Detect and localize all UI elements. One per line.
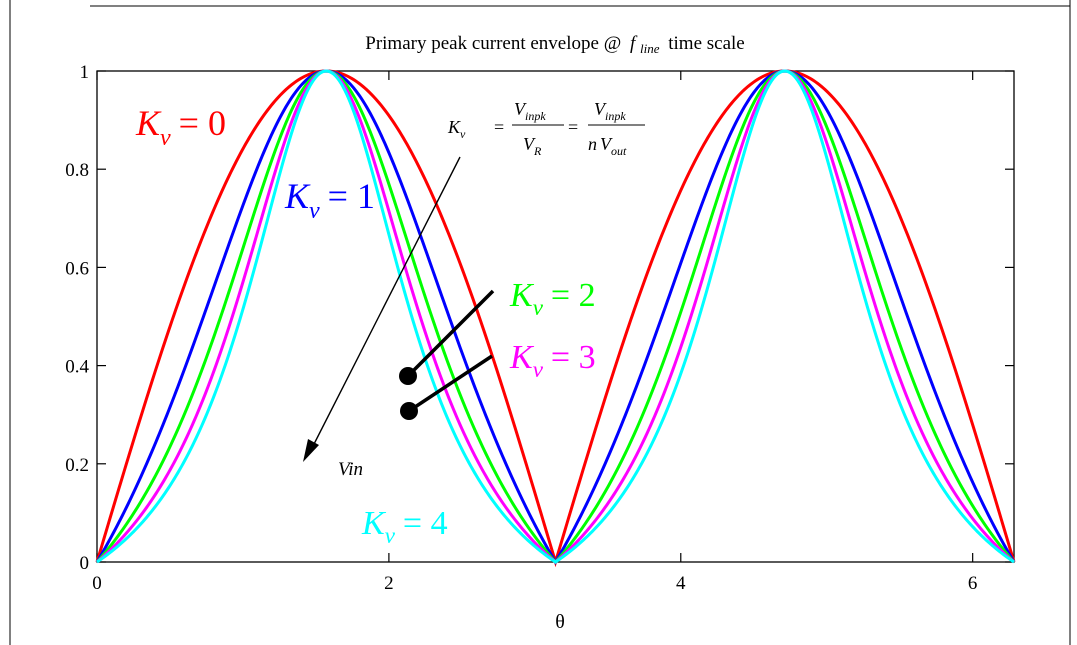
- series-line-kv1: [95, 69, 1016, 565]
- series-label-kv0: Kv = 0: [135, 103, 226, 151]
- series-label-kv1: Kv = 1: [284, 176, 375, 224]
- chart-title-main: Primary peak current envelope @: [365, 33, 621, 54]
- vin-arrow-head: [303, 439, 319, 462]
- x-axis-label: θ: [555, 611, 565, 633]
- series-label-kv2: Kv = 2: [509, 277, 596, 320]
- chart-title: Primary peak current envelope @ f line t…: [365, 33, 744, 58]
- series-group: [95, 69, 1016, 568]
- y-tick-label: 0.2: [65, 455, 89, 476]
- kv-equation: Kv = Vinpk VR = Vinpk n Vout: [447, 99, 645, 158]
- series-line-kv4: [96, 69, 1015, 564]
- series-line-kv2: [95, 69, 1016, 565]
- eq-sign-2: =: [568, 117, 578, 137]
- eq-sign-1: =: [494, 117, 504, 137]
- eq-num2: Vinpk: [594, 99, 626, 123]
- eq-num1: Vinpk: [514, 99, 546, 123]
- eq-lhs: Kv: [447, 117, 466, 141]
- chart-title-f-sub: line: [640, 41, 660, 56]
- y-tick-label: 0.6: [65, 258, 89, 279]
- series-line-kv0: [95, 69, 1016, 568]
- pointer-line-kv2: [406, 289, 495, 378]
- series-line-kv3: [96, 69, 1015, 564]
- series-label-kv3: Kv = 3: [509, 339, 596, 382]
- plot-frame: [96, 70, 1015, 563]
- vin-arrow-line: [311, 156, 461, 449]
- eq-den2: n Vout: [588, 134, 627, 158]
- series-label-kv4: Kv = 4: [361, 505, 448, 548]
- x-tick-label: 2: [384, 573, 394, 594]
- pointer-line-kv3: [408, 354, 493, 413]
- y-tick-label: 1: [80, 62, 90, 83]
- y-tick-label: 0.8: [65, 160, 89, 181]
- pointer-dot-kv3: [400, 402, 418, 420]
- chart-title-f: f: [630, 33, 638, 54]
- x-tick-label: 0: [92, 573, 102, 594]
- vin-label: Vin: [338, 459, 363, 480]
- chart-title-tail: time scale: [668, 33, 745, 54]
- y-tick-label: 0: [80, 553, 90, 574]
- x-tick-label: 6: [968, 573, 978, 594]
- pointer-dot-kv2: [399, 367, 417, 385]
- eq-den1: VR: [523, 134, 542, 158]
- x-tick-label: 4: [676, 573, 686, 594]
- y-tick-label: 0.4: [65, 357, 89, 378]
